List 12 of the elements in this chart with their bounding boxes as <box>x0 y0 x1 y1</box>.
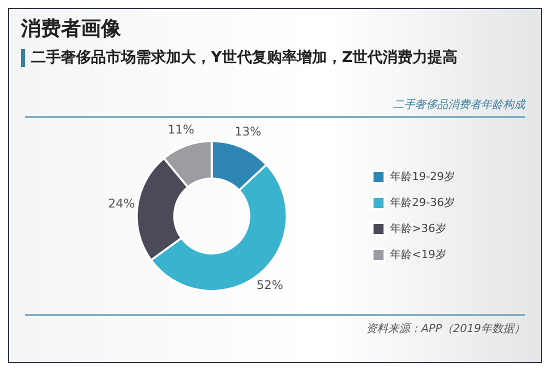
legend-label: 年龄>36岁 <box>390 222 446 235</box>
legend-label: 年龄19-29岁 <box>390 170 456 183</box>
legend-label: 年龄29-36岁 <box>390 196 456 209</box>
chart-title: 消费者画像 <box>20 15 122 42</box>
text: 资料来源：APP（2019年数据） <box>365 321 525 336</box>
data-label: 13% <box>234 124 262 139</box>
legend-label: 年龄<19岁 <box>390 248 446 261</box>
data-label: 11% <box>168 122 194 137</box>
data-label: 52% <box>256 278 284 292</box>
text: 二手奢侈品消费者年龄构成 <box>25 97 525 118</box>
chart-subtitle: 二手奢侈品市场需求加大，Y世代复购率增加，Z世代消费力提高 <box>31 48 458 67</box>
data-label: 24% <box>108 196 135 211</box>
